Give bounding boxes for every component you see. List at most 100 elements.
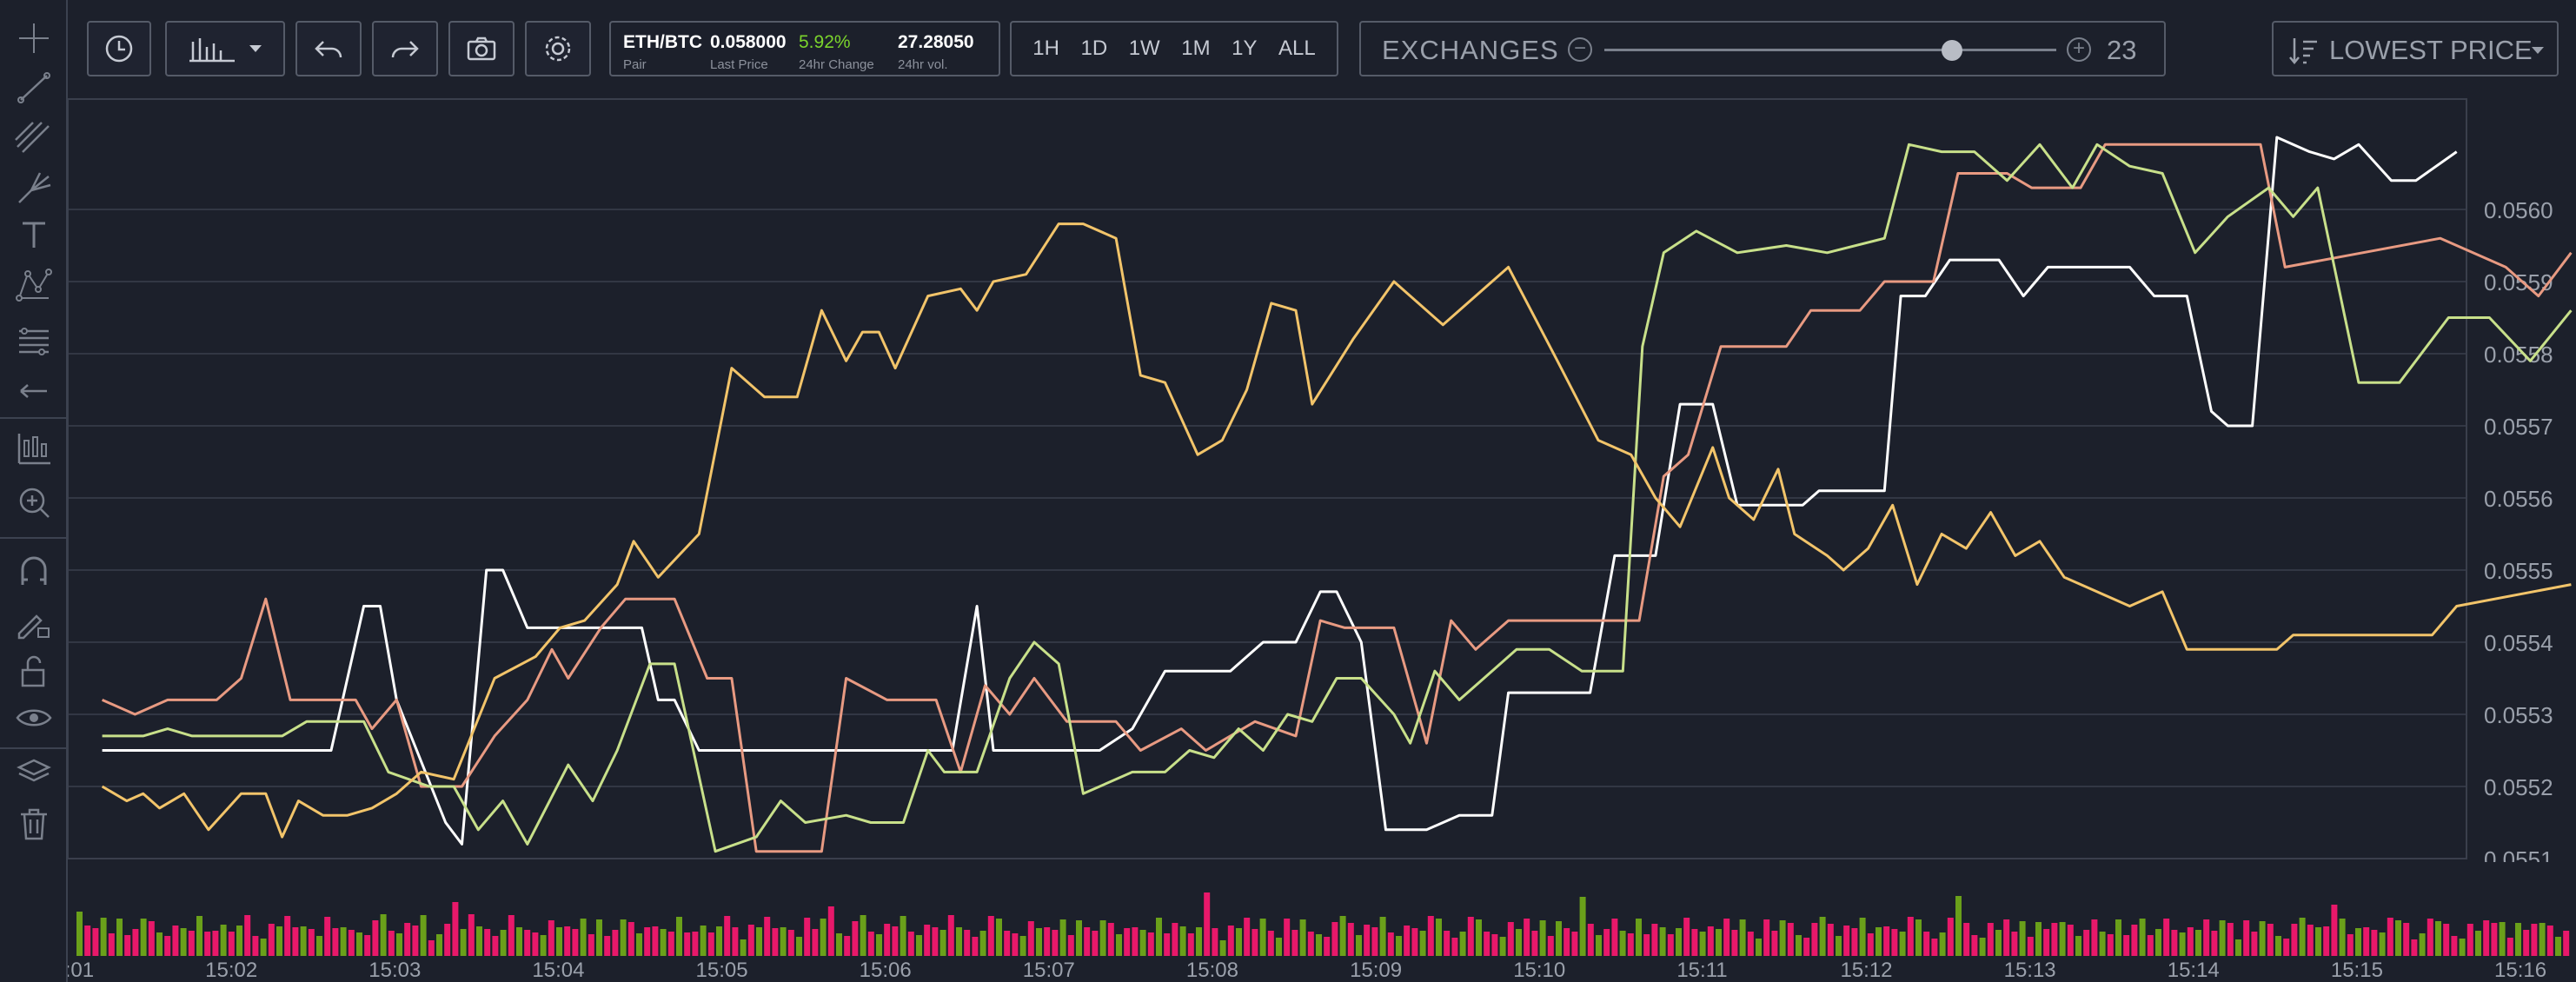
- volume-bar: [2267, 924, 2274, 956]
- range-1h[interactable]: 1H: [1032, 36, 1059, 60]
- arrow-back-icon[interactable]: [9, 368, 59, 414]
- volume-bar: [884, 924, 891, 956]
- volume-bar: [1756, 939, 1762, 956]
- volume-bar: [2411, 939, 2418, 956]
- volume-bar: [2211, 931, 2218, 956]
- volume-bar: [1179, 926, 1186, 956]
- volume-bar: [1707, 926, 1714, 956]
- volume-bar: [1459, 932, 1466, 956]
- volume-bar: [1619, 931, 1626, 956]
- plus-icon[interactable]: +: [2067, 37, 2091, 62]
- range-all[interactable]: ALL: [1278, 36, 1316, 60]
- volume-bar: [564, 926, 571, 956]
- y-tick-label: 0.0557: [2484, 414, 2553, 440]
- price-chart[interactable]: 0.0560 0.0559 0.0558 0.0557 0.0556 0.0555 0.05…: [68, 97, 2576, 982]
- volume-bar: [1547, 936, 1554, 956]
- sort-label: LOWEST PRICE: [2329, 35, 2533, 65]
- volume-bar: [1356, 935, 1362, 956]
- range-1w[interactable]: 1W: [1128, 36, 1160, 60]
- volume-bar: [892, 926, 899, 956]
- undo-button[interactable]: [295, 21, 362, 76]
- chart-type-button[interactable]: [165, 21, 285, 76]
- volume-bar: [2051, 923, 2058, 956]
- slider-handle[interactable]: [1942, 40, 1963, 61]
- pattern-icon[interactable]: [9, 262, 59, 308]
- range-1m[interactable]: 1M: [1181, 36, 1211, 60]
- chart-type-icon: [189, 38, 235, 63]
- fibonacci-icon[interactable]: [9, 318, 59, 363]
- x-tick-label: 15:11: [1676, 959, 1727, 982]
- volume-bar: [1067, 935, 1074, 956]
- volume-bar: [1267, 931, 1274, 956]
- volume-bar: [276, 926, 282, 956]
- sort-dropdown[interactable]: LOWEST PRICE: [2272, 21, 2559, 76]
- volume-bar: [556, 927, 562, 956]
- pencil-lock-icon[interactable]: [9, 600, 59, 645]
- y-tick-label: 0.0554: [2484, 630, 2553, 656]
- volume-bar: [148, 921, 155, 956]
- x-tick-label: 15:07: [1023, 959, 1075, 982]
- trash-icon[interactable]: [9, 801, 59, 846]
- volume-bar: [964, 930, 971, 956]
- magnet-icon[interactable]: [9, 549, 59, 594]
- trend-line-icon[interactable]: [9, 64, 59, 109]
- volume-bar: [2443, 924, 2450, 956]
- volume-bar: [460, 929, 467, 956]
- volume-bar: [1587, 924, 1594, 956]
- volume-bar: [1867, 933, 1874, 956]
- volume-bar: [1899, 932, 1906, 956]
- volume-bar: [252, 936, 259, 956]
- volume-bar: [2291, 924, 2298, 956]
- volume-bar: [644, 927, 651, 956]
- volume-bar: [732, 927, 739, 956]
- volume-bar: [1099, 920, 1106, 956]
- volume-bar: [1172, 923, 1178, 956]
- chevron-down-icon: [249, 45, 262, 52]
- volume-bar: [2275, 936, 2281, 956]
- volume-bar: [1699, 932, 1706, 956]
- eye-icon[interactable]: [9, 695, 59, 740]
- volume-bar: [1196, 927, 1202, 956]
- chart-canvas[interactable]: 0.05600.05590.05580.05570.05560.05550.05…: [68, 97, 2576, 982]
- volume-bar: [1307, 932, 1314, 956]
- settings-button[interactable]: [525, 21, 591, 76]
- volume-bar: [1019, 936, 1026, 956]
- volume-bar: [1044, 927, 1051, 956]
- volume-bar: [1787, 923, 1794, 956]
- volume-bar: [772, 928, 779, 956]
- volume-bar: [667, 932, 674, 956]
- range-1y[interactable]: 1Y: [1232, 36, 1258, 60]
- clock-button[interactable]: [87, 21, 151, 76]
- clock-icon: [105, 35, 133, 63]
- candles-icon[interactable]: [9, 426, 59, 471]
- redo-button[interactable]: [372, 21, 438, 76]
- volume-bar: [1843, 926, 1850, 956]
- volume-bar: [756, 927, 762, 956]
- toolbar-divider: [0, 537, 68, 539]
- x-tick-label: 15:04: [532, 959, 584, 982]
- volume-bar: [764, 917, 771, 956]
- volume-bar: [1476, 919, 1482, 956]
- volume-bar: [1204, 892, 1211, 956]
- volume-bar: [1491, 934, 1498, 956]
- crosshair-icon[interactable]: [9, 16, 59, 61]
- parallel-channel-icon[interactable]: [9, 113, 59, 158]
- volume-bar: [212, 931, 219, 956]
- pitchfork-icon[interactable]: [9, 165, 59, 210]
- screenshot-button[interactable]: [448, 21, 515, 76]
- text-tool-icon[interactable]: [9, 212, 59, 257]
- volume-bar: [1995, 930, 2002, 956]
- range-1d[interactable]: 1D: [1080, 36, 1108, 60]
- volume-bar: [2203, 919, 2210, 956]
- x-tick-label: 15:15: [2331, 959, 2383, 982]
- unlock-icon[interactable]: [9, 648, 59, 693]
- volume-bar: [500, 930, 507, 956]
- ticker-panel: ETH/BTC Pair 0.058000 Last Price 5.92% 2…: [609, 21, 1000, 76]
- volume-bar: [132, 929, 139, 956]
- zoom-in-icon[interactable]: [9, 480, 59, 525]
- exchanges-slider[interactable]: [1604, 49, 2056, 51]
- layers-icon[interactable]: [9, 749, 59, 794]
- minus-icon[interactable]: −: [1568, 37, 1592, 62]
- volume-bar: [1027, 921, 1034, 956]
- last-price-value: 0.058000: [710, 32, 787, 52]
